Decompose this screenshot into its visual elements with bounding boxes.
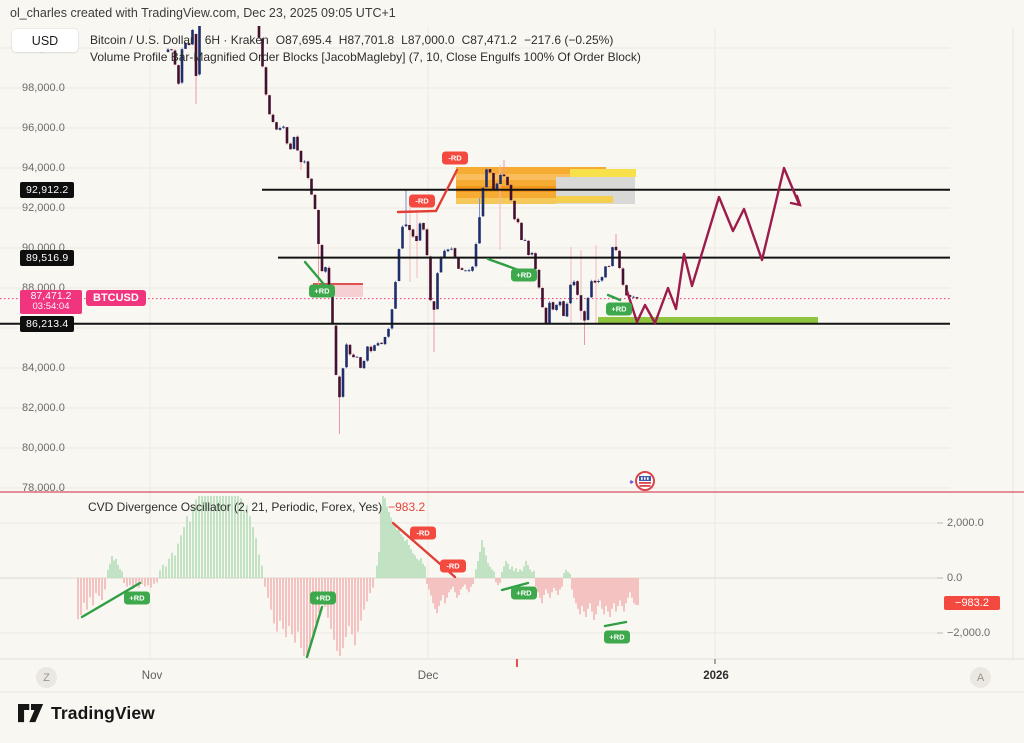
plus-rd-badge: +RD xyxy=(606,302,632,316)
oscillator-axis-label: 0.0 xyxy=(947,572,963,584)
event-sparkle-icon xyxy=(629,480,634,484)
oscillator-axis-label: 2,000.0 xyxy=(947,517,984,529)
time-axis-label[interactable]: 2026 xyxy=(703,670,729,682)
oscillator-value-badge: −983.2 xyxy=(944,596,1000,610)
ohlc-high: H87,701.8 xyxy=(338,33,395,47)
svg-text:+RD: +RD xyxy=(315,594,331,603)
minus-rd-badge: -RD xyxy=(410,526,436,540)
oscillator-legend[interactable]: CVD Divergence Oscillator (2, 21, Period… xyxy=(88,500,425,514)
level-price-label: 86,213.4 xyxy=(20,315,75,332)
tradingview-logo[interactable]: TradingView xyxy=(18,703,155,724)
price-axis-label: 80,000.0 xyxy=(22,442,65,454)
level-price-label: 89,516.9 xyxy=(20,249,75,266)
svg-text:+RD: +RD xyxy=(609,633,625,642)
symbol-legend[interactable]: Bitcoin / U.S. Dollar · 6H · Kraken O87,6… xyxy=(90,33,620,47)
fed-event-icon[interactable] xyxy=(626,470,658,494)
price-axis-label: 98,000.0 xyxy=(22,82,65,94)
svg-text:-RD: -RD xyxy=(416,529,430,538)
level-price-label: 92,912.2 xyxy=(20,181,75,198)
svg-text:+RD: +RD xyxy=(516,271,532,280)
current-price-label: 87,471.2 03:54:04 xyxy=(20,290,82,314)
price-axis-label: 92,000.0 xyxy=(22,202,65,214)
plus-rd-badge: +RD xyxy=(604,630,630,644)
price-axis-label: 84,000.0 xyxy=(22,362,65,374)
price-axis-label: 94,000.0 xyxy=(22,162,65,174)
svg-text:-RD: -RD xyxy=(448,154,462,163)
ohlc-change: −217.6 (−0.25%) xyxy=(523,33,614,47)
price-axis-label: 96,000.0 xyxy=(22,122,65,134)
price-axis-label: 78,000.0 xyxy=(22,482,65,494)
indicator-legend[interactable]: Volume Profile Bar-Magnified Order Block… xyxy=(90,50,641,64)
price-axis-label: 82,000.0 xyxy=(22,402,65,414)
minus-rd-badge: -RD xyxy=(409,194,435,208)
time-axis-label[interactable]: Dec xyxy=(417,670,439,682)
plus-rd-badge: +RD xyxy=(309,284,335,298)
order-blocks xyxy=(313,167,636,297)
level-lines xyxy=(0,188,950,325)
price-projection-zigzag xyxy=(625,166,802,325)
svg-text:+RD: +RD xyxy=(129,594,145,603)
plus-rd-badge: +RD xyxy=(511,586,537,600)
oscillator-title: CVD Divergence Oscillator (2, 21, Period… xyxy=(88,500,383,514)
current-price-value: 87,471.2 xyxy=(30,290,72,302)
svg-text:+RD: +RD xyxy=(611,305,627,314)
scroll-left-button[interactable]: Z xyxy=(36,667,57,688)
svg-text:+RD: +RD xyxy=(314,287,330,296)
minus-rd-badge: -RD xyxy=(440,559,466,573)
plus-rd-badge: +RD xyxy=(511,268,537,282)
ohlc-low: L87,000.0 xyxy=(401,33,455,47)
oscillator-value: −983.2 xyxy=(388,500,426,514)
svg-text:-RD: -RD xyxy=(446,562,460,571)
divergence-badges: +RD -RD -RD +RD +RD +RD +RD -RD -RD +RD +RD xyxy=(124,151,632,644)
currency-toggle-button[interactable]: USD xyxy=(12,29,78,52)
svg-text:+RD: +RD xyxy=(516,589,532,598)
symbol-title: Bitcoin / U.S. Dollar · 6H · Kraken xyxy=(90,33,269,47)
ohlc-close: C87,471.2 xyxy=(461,33,517,47)
attribution-text: ol_charles created with TradingView.com,… xyxy=(10,6,396,20)
plus-rd-badge: +RD xyxy=(124,591,150,605)
bar-countdown: 03:54:04 xyxy=(32,300,70,312)
ohlc-open: O87,695.4 xyxy=(275,33,332,47)
minus-rd-badge: -RD xyxy=(442,151,468,165)
oscillator-axis-label: −2,000.0 xyxy=(947,627,991,639)
plus-rd-badge: +RD xyxy=(310,591,336,605)
symbol-price-tag: BTCUSD xyxy=(86,290,146,306)
divergence-lines xyxy=(80,168,628,659)
tradingview-logo-text: TradingView xyxy=(51,703,155,723)
svg-text:-RD: -RD xyxy=(415,197,429,206)
support-zone-bar xyxy=(598,317,818,324)
candlestick-series xyxy=(166,26,639,434)
time-axis-label[interactable]: Nov xyxy=(141,670,163,682)
scroll-right-button[interactable]: A xyxy=(970,667,991,688)
oscillator-histogram xyxy=(77,496,639,656)
tradingview-mark-icon xyxy=(18,703,44,723)
